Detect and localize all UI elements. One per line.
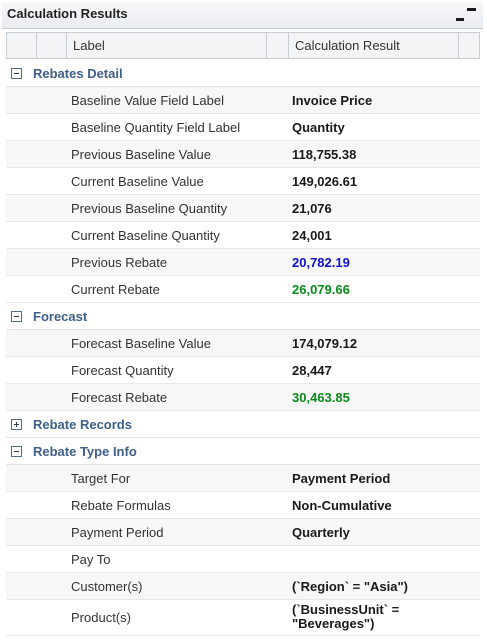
group-title: Rebate Records xyxy=(33,417,132,432)
row-label: Current Baseline Quantity xyxy=(71,228,220,243)
table-row: Forecast Baseline Value 174,079.12 xyxy=(6,330,480,357)
table-row: Payment Period Quarterly xyxy=(6,519,480,546)
table-row: Current Baseline Value 149,026.61 xyxy=(6,168,480,195)
collapse-bar-small xyxy=(456,18,464,21)
table-row: Previous Baseline Value 118,755.38 xyxy=(6,141,480,168)
group-row-rebate-records[interactable]: Rebate Records xyxy=(6,411,480,438)
label-column-header[interactable]: Label xyxy=(67,33,267,58)
results-grid: Rebates Detail Baseline Value Field Labe… xyxy=(6,60,480,636)
result-column-header[interactable]: Calculation Result xyxy=(289,33,459,58)
panel-header: Calculation Results xyxy=(2,2,483,29)
row-value: (`BusinessUnit` = "Beverages") xyxy=(292,602,400,631)
header-spacer-1 xyxy=(7,33,37,58)
row-label: Rebate Formulas xyxy=(71,498,171,513)
row-value: 24,001 xyxy=(292,228,332,243)
row-value: 26,079.66 xyxy=(292,282,350,297)
row-label: Customer(s) xyxy=(71,579,143,594)
row-value: Quarterly xyxy=(292,525,350,540)
row-label: Baseline Quantity Field Label xyxy=(71,120,241,135)
row-value: Quantity xyxy=(292,120,345,135)
table-row: Customer(s) (`Region` = "Asia") xyxy=(6,573,480,600)
table-row: Current Rebate 26,079.66 xyxy=(6,276,480,303)
row-value: 118,755.38 xyxy=(292,147,357,162)
row-label: Payment Period xyxy=(71,525,164,540)
table-row: Previous Rebate 20,782.19 xyxy=(6,249,480,276)
table-row: Target For Payment Period xyxy=(6,465,480,492)
row-label: Previous Rebate xyxy=(71,255,168,270)
collapse-bar-large xyxy=(467,8,476,11)
table-row: Current Baseline Quantity 24,001 xyxy=(6,222,480,249)
row-value: 28,447 xyxy=(292,363,332,378)
group-title: Forecast xyxy=(33,309,88,324)
row-value: 30,463.85 xyxy=(292,390,350,405)
panel-title: Calculation Results xyxy=(7,6,128,21)
row-value: 21,076 xyxy=(292,201,332,216)
minus-box-icon[interactable] xyxy=(11,68,22,79)
plus-box-icon[interactable] xyxy=(11,419,22,430)
row-label: Forecast Baseline Value xyxy=(71,336,211,351)
table-row: Baseline Quantity Field Label Quantity xyxy=(6,114,480,141)
row-label: Target For xyxy=(71,471,131,486)
collapse-panel-icon[interactable] xyxy=(453,4,479,26)
row-value: 149,026.61 xyxy=(292,174,358,189)
row-label: Current Baseline Value xyxy=(71,174,204,189)
group-row-rebate-type-info[interactable]: Rebate Type Info xyxy=(6,438,480,465)
minus-box-icon[interactable] xyxy=(11,446,22,457)
table-row: Rebate Formulas Non-Cumulative xyxy=(6,492,480,519)
row-value: (`Region` = "Asia") xyxy=(292,579,408,594)
row-label: Baseline Value Field Label xyxy=(71,93,224,108)
group-row-rebates-detail[interactable]: Rebates Detail xyxy=(6,60,480,87)
row-label: Forecast Rebate xyxy=(71,390,168,405)
minus-box-icon[interactable] xyxy=(11,311,22,322)
group-title: Rebates Detail xyxy=(33,66,123,81)
group-title: Rebate Type Info xyxy=(33,444,137,459)
row-value: 174,079.12 xyxy=(292,336,358,351)
table-row: Forecast Rebate 30,463.85 xyxy=(6,384,480,411)
row-value: Invoice Price xyxy=(292,93,373,108)
row-label: Previous Baseline Quantity xyxy=(71,201,228,216)
row-label: Pay To xyxy=(71,552,111,567)
row-value: Non-Cumulative xyxy=(292,498,392,513)
table-row: Pay To xyxy=(6,546,480,573)
group-row-forecast[interactable]: Forecast xyxy=(6,303,480,330)
header-spacer-2 xyxy=(37,33,67,58)
row-label: Previous Baseline Value xyxy=(71,147,211,162)
table-row: Forecast Quantity 28,447 xyxy=(6,357,480,384)
row-label: Product(s) xyxy=(71,610,131,625)
row-label: Forecast Quantity xyxy=(71,363,174,378)
table-row: Previous Baseline Quantity 21,076 xyxy=(6,195,480,222)
header-spacer-3 xyxy=(267,33,289,58)
table-row: Baseline Value Field Label Invoice Price xyxy=(6,87,480,114)
row-value: 20,782.19 xyxy=(292,255,350,270)
table-row: Product(s) (`BusinessUnit` = "Beverages"… xyxy=(6,600,480,636)
header-spacer-4 xyxy=(459,33,479,58)
row-label: Current Rebate xyxy=(71,282,160,297)
table-header: Label Calculation Result xyxy=(6,32,480,59)
row-value: Payment Period xyxy=(292,471,391,486)
